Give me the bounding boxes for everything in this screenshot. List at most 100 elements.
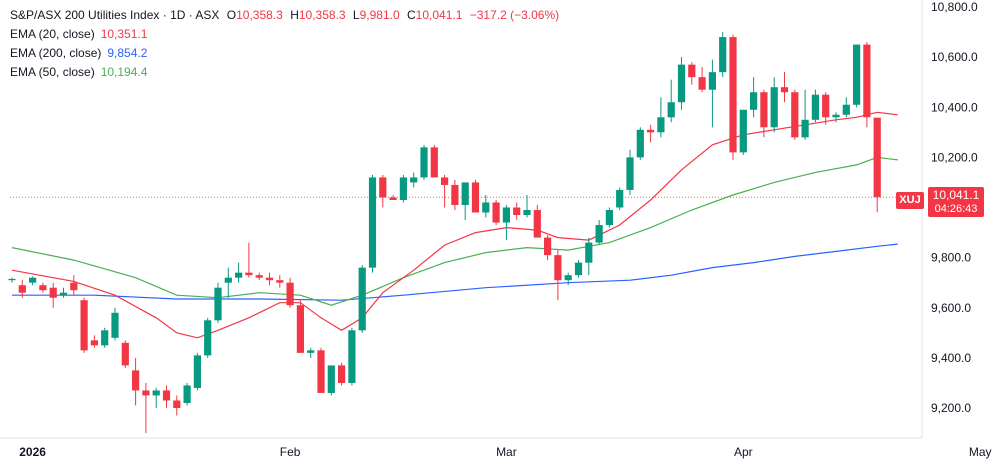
candle-body [70, 282, 78, 291]
symbol-title: S&P/ASX 200 Utilities Index · 1D · ASX [10, 8, 220, 22]
time-tick-label: Feb [280, 445, 301, 459]
candle-up [307, 347, 315, 358]
candle-body [770, 87, 778, 128]
candle-body [605, 210, 613, 226]
bar-countdown: 04:26:43 [934, 203, 978, 215]
candle-body [348, 330, 356, 383]
candle-body [471, 182, 480, 213]
candle-up [564, 272, 572, 286]
ema50-line [11, 156, 898, 306]
candle-body [80, 300, 88, 351]
candle-body [822, 94, 830, 118]
price-tick-label: 10,200.0 [931, 150, 978, 164]
indicator-label: EMA (200, close) [10, 46, 102, 60]
candle-down [544, 235, 552, 261]
candle-body [162, 390, 171, 401]
candle-up [636, 127, 644, 160]
candle-up [410, 172, 418, 188]
candle-down [471, 179, 480, 213]
candle-body [554, 255, 562, 281]
indicator-ema20[interactable]: EMA (20, close) 10,351.1 [10, 25, 559, 44]
price-tick-label: 9,600.0 [931, 301, 971, 315]
candle-body [863, 44, 871, 118]
candle-body [8, 278, 16, 281]
candle-body [750, 92, 758, 110]
candle-down [18, 280, 26, 298]
candle-up [770, 77, 778, 133]
symbol-row[interactable]: S&P/ASX 200 Utilities Index · 1D · ASX O… [10, 6, 559, 25]
candle-body [193, 355, 201, 388]
candle-body [399, 177, 407, 200]
candle-down [338, 362, 346, 386]
candle-down [647, 124, 655, 143]
candle-up [739, 109, 747, 155]
price-axis[interactable]: 10,800.0 10,600.0 10,400.0 10,200.0 9,800.0 9… [931, 0, 978, 415]
candle-body [636, 129, 644, 158]
candle-up [523, 194, 531, 218]
last-price-value: 10,041.1 [932, 188, 980, 202]
candle-down [389, 194, 397, 200]
candle-down [245, 242, 253, 278]
candle-down [451, 179, 459, 211]
candle-up [224, 267, 232, 298]
candle-down [142, 382, 150, 434]
candle-body [647, 129, 655, 133]
candle-body [544, 237, 552, 256]
candle-body [853, 44, 861, 105]
candle-body [708, 72, 716, 90]
last-price-badge: 10,041.1 04:26:43 [928, 187, 984, 217]
candle-body [183, 385, 191, 403]
candle-body [338, 365, 346, 383]
candle-down [121, 340, 129, 368]
candle-body [245, 272, 253, 276]
candle-down [132, 357, 140, 406]
low-value: 9,981.0 [359, 8, 400, 22]
high-value: 10,358.3 [298, 8, 346, 22]
candle-body [585, 242, 593, 263]
candle-down [791, 89, 799, 140]
candle-body [564, 275, 572, 281]
indicator-ema50[interactable]: EMA (50, close) 10,194.4 [10, 63, 559, 82]
candle-body [265, 277, 274, 281]
candle-up [8, 277, 16, 283]
candle-body [327, 365, 335, 393]
candle-body [132, 370, 140, 391]
candle-body [729, 37, 737, 153]
candle-down [430, 144, 438, 178]
candle-down [780, 72, 789, 103]
candle-down [760, 89, 768, 138]
candle-body [410, 177, 418, 183]
candle-body [873, 117, 881, 198]
close-label: C [407, 8, 416, 22]
candle-up [327, 365, 335, 396]
candle-up [750, 77, 758, 118]
candle-up [595, 220, 603, 246]
candle-body [492, 202, 500, 223]
candle-body [523, 210, 531, 216]
candle-down [296, 300, 304, 353]
price-tick-label: 10,600.0 [931, 50, 978, 64]
candle-body [811, 94, 819, 120]
candle-body [420, 147, 428, 178]
candle-up [214, 282, 222, 323]
candle-body [626, 157, 634, 190]
indicator-ema200[interactable]: EMA (200, close) 9,854.2 [10, 44, 559, 63]
candle-body [49, 287, 57, 298]
candle-body [739, 109, 747, 153]
candle-down [441, 174, 449, 208]
candle-body [142, 390, 150, 396]
time-axis[interactable]: 2026 Feb Mar Apr May [19, 445, 991, 459]
candle-up [111, 307, 119, 341]
candle-up [626, 149, 634, 195]
candle-body [235, 272, 243, 278]
candle-down [379, 174, 387, 208]
candle-up [842, 97, 850, 118]
candle-body [780, 87, 789, 93]
candle-body [379, 177, 387, 198]
candle-down [70, 275, 78, 296]
candle-up [193, 352, 201, 391]
indicator-label: EMA (20, close) [10, 27, 95, 41]
candle-body [59, 292, 68, 296]
candle-body [482, 202, 490, 213]
